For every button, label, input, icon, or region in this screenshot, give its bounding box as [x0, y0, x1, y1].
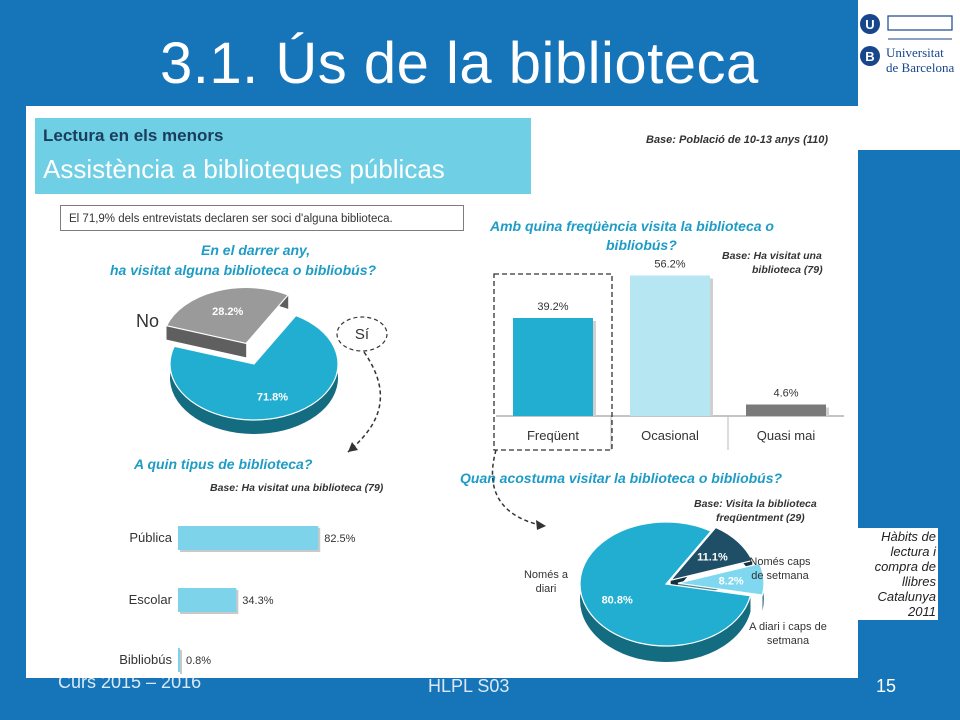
- bar-chart-library-type: Pública 82.5% Escolar 34.3% Bibliobús 0.8%: [119, 526, 356, 674]
- title-band: [0, 0, 960, 100]
- vbar-category-2: Quasi mai: [757, 428, 816, 443]
- source-note: Hàbits de lectura i compra de llibres Ca…: [856, 528, 938, 620]
- logo-line1: Universitat: [886, 45, 944, 60]
- pie1-slice-1: [165, 286, 290, 345]
- base-population: Base: Població de 10-13 anys (110): [646, 134, 828, 146]
- vbar-category-1: Ocasional: [641, 428, 699, 443]
- pie2-label-daily-1: Només a: [524, 569, 569, 581]
- hbar-category-0: Pública: [129, 530, 172, 545]
- logo-building-icon: [887, 15, 953, 31]
- q4-base-line1: Base: Visita la biblioteca: [694, 498, 817, 510]
- hbar-value-1: 34.3%: [242, 595, 273, 607]
- arrow-frequent-to-q4: [491, 449, 545, 527]
- q4-base-line2: freqüentment (29): [716, 512, 805, 524]
- pie-chart-visited: 71.8% 28.2%: [165, 286, 339, 435]
- q1-line1: En el darrer any,: [201, 242, 311, 258]
- pie2-slice-2: [677, 562, 765, 596]
- frequent-highlight-box: [493, 273, 613, 451]
- hbar-value-2: 0.8%: [186, 655, 211, 667]
- q3-line1: Amb quina freqüència visita la bibliotec…: [490, 218, 774, 234]
- logo-u-letter: U: [865, 17, 874, 32]
- pie2-value-label-1: 11.1%: [697, 551, 728, 563]
- slide-title: 3.1. Ús de la biblioteca: [160, 31, 759, 96]
- pie1-value-label-1: 28.2%: [212, 306, 243, 318]
- label-no: No: [136, 311, 159, 331]
- university-logo: U B: [860, 14, 953, 66]
- hbar-bar-1: [178, 588, 237, 612]
- vbar-category-0: Freqüent: [527, 428, 579, 443]
- vbar-value-0: 39.2%: [537, 301, 568, 313]
- hbar-value-0: 82.5%: [324, 533, 355, 545]
- vbar-bar-1: [630, 275, 710, 416]
- vbar-value-1: 56.2%: [654, 259, 685, 271]
- vbar-bar-0: [513, 318, 593, 416]
- q3-base-line2: biblioteca (79): [752, 264, 823, 276]
- arrowhead-q2: [348, 442, 358, 452]
- pie2-label-weekend-1: Només caps: [749, 556, 811, 568]
- pie2-label-both-1: A diari i caps de: [749, 621, 827, 633]
- infographic-panel: Lectura en els menors Assistència a bibl…: [26, 106, 858, 678]
- label-si: Sí: [355, 326, 370, 343]
- vbar-bar-2: [746, 404, 826, 416]
- q2-title: A quin tipus de biblioteca?: [134, 456, 313, 472]
- bar-chart-frequency: 39.2% Freqüent 56.2% Ocasional 4.6% Quasi mai: [496, 259, 844, 450]
- q2-base: Base: Ha visitat una biblioteca (79): [210, 482, 384, 494]
- q3-line2: bibliobús?: [606, 237, 677, 253]
- pie2-slice-1: [669, 526, 754, 582]
- header-subtitle: Lectura en els menors: [43, 126, 224, 145]
- charts-canvas: 71.8% 28.2% No Sí Pública 82.5% Escolar 34.3…: [119, 259, 844, 674]
- pie-chart-when: 80.8% 11.1% 8.2%: [579, 521, 765, 662]
- pie1-slice-wall-1: [166, 325, 247, 358]
- pie2-value-label-0: 80.8%: [602, 594, 633, 606]
- header-title: Assistència a biblioteques públicas: [43, 154, 445, 184]
- logo-b-letter: B: [865, 49, 874, 64]
- hbar-category-2: Bibliobús: [119, 652, 172, 667]
- vbar-value-2: 4.6%: [773, 388, 798, 400]
- q3-base-line1: Base: Ha visitat una: [722, 250, 822, 262]
- arrowhead-q4: [536, 520, 546, 530]
- q1-line2: ha visitat alguna biblioteca o bibliobús…: [110, 262, 377, 278]
- logo-line2: de Barcelona: [886, 60, 955, 75]
- pie2-label-both-2: setmana: [767, 635, 810, 647]
- pie2-label-daily-2: diari: [536, 583, 557, 595]
- pie1-value-label-0: 71.8%: [257, 391, 288, 403]
- pie2-value-label-2: 8.2%: [719, 576, 744, 588]
- membership-note: El 71,9% dels entrevistats declaren ser …: [60, 205, 464, 231]
- hbar-category-1: Escolar: [129, 592, 173, 607]
- logo-b-circle: [860, 46, 880, 66]
- panel-header: Lectura en els menors Assistència a bibl…: [35, 118, 531, 194]
- hbar-bar-0: [178, 526, 319, 550]
- pie2-slice-0: [579, 521, 752, 647]
- arrow-si-to-q2: [347, 351, 382, 453]
- si-bubble: [336, 316, 388, 352]
- hbar-shadow-2: [180, 650, 182, 674]
- logo-u-circle: [860, 14, 880, 34]
- footer-code: HLPL S03: [428, 676, 510, 696]
- q4-title: Quan acostuma visitar la biblioteca o bi…: [460, 470, 783, 486]
- pie2-label-weekend-2: de setmana: [751, 570, 809, 582]
- hbar-bar-2: [178, 648, 180, 672]
- page-number: 15: [876, 676, 897, 696]
- pie1-slice-0: [169, 314, 339, 421]
